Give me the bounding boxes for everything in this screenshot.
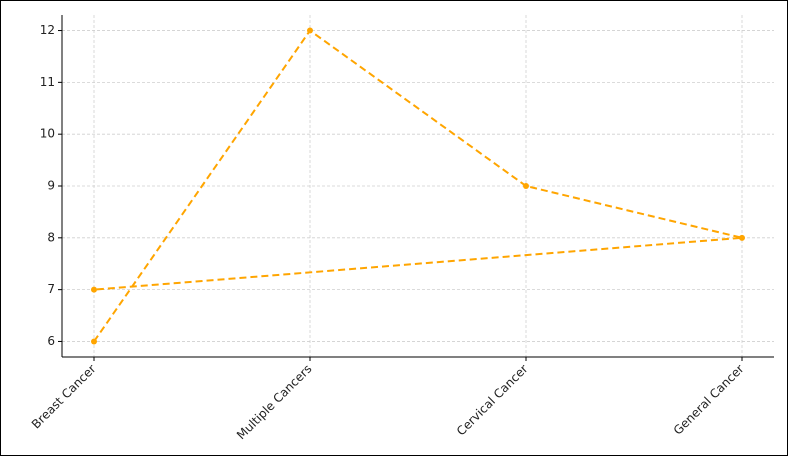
x-tick-label: General Cancer (671, 362, 747, 438)
y-tick-label: 8 (47, 230, 55, 244)
y-tick-label: 12 (40, 23, 55, 37)
point (739, 234, 745, 241)
y-tick-label: 6 (47, 334, 55, 348)
x-tick-label: Cervical Cancer (454, 362, 531, 439)
y-tick-label: 11 (40, 75, 55, 89)
point (91, 286, 97, 293)
y-tick-label: 10 (40, 127, 55, 141)
point (307, 27, 313, 34)
point (91, 338, 97, 345)
y-tick-label: 7 (47, 282, 55, 296)
y-tick-label: 9 (47, 179, 55, 193)
x-tick-label: Breast Cancer (29, 362, 99, 432)
x-tick-label: Multiple Cancers (234, 362, 315, 443)
point (523, 183, 529, 189)
